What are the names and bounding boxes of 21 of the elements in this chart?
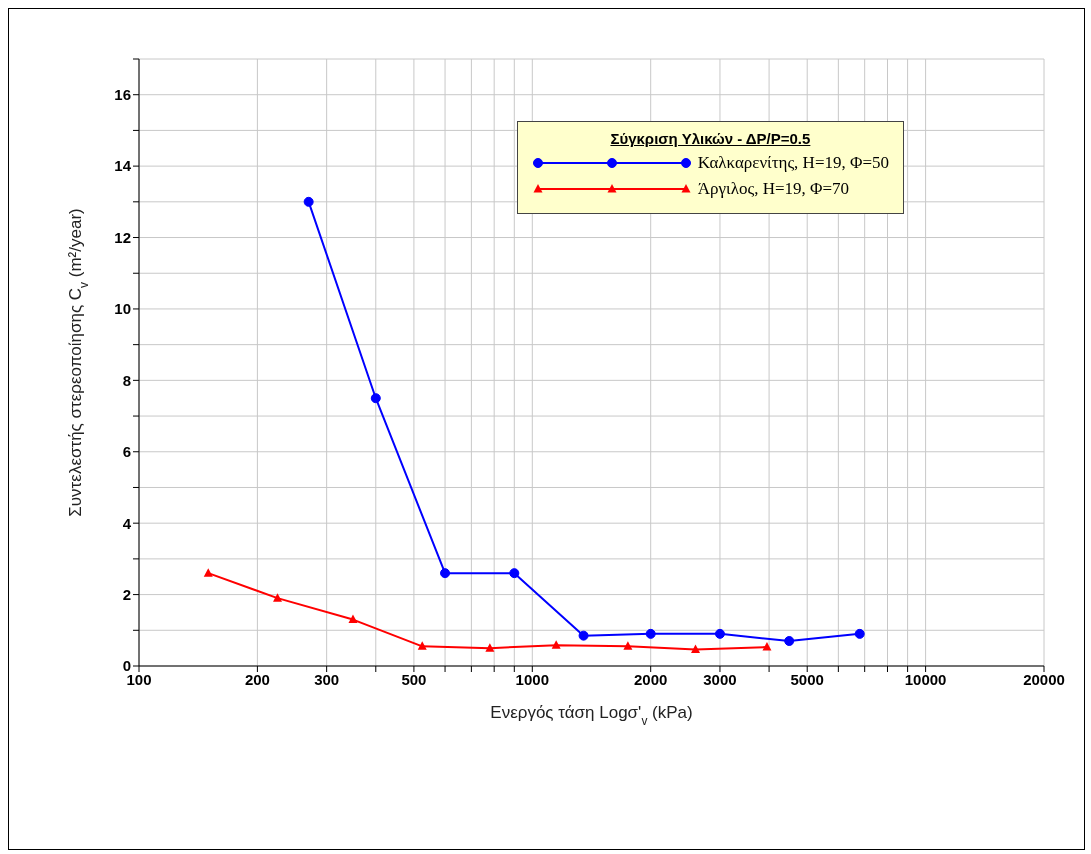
x-axis-title: Ενεργός τάση Logσ'$_{v}$ (kPa) — [490, 703, 693, 728]
legend-label: Άργιλος, Η=19, Φ=70 — [697, 179, 850, 199]
y-tick-label: 2 — [122, 585, 131, 603]
x-tick-label: 5000 — [790, 670, 824, 688]
x-tick-label: 200 — [244, 670, 270, 688]
y-tick-label: 14 — [114, 157, 132, 175]
y-tick-label: 10 — [114, 300, 131, 318]
y-tick-label: 12 — [114, 228, 131, 246]
legend-title: Σύγκριση Υλικών - ΔP/P=0.5 — [609, 130, 812, 147]
y-tick-label: 6 — [122, 443, 131, 461]
y-tick-label: 16 — [114, 86, 131, 104]
x-tick-label: 20000 — [1023, 670, 1065, 688]
x-tick-label: 300 — [314, 670, 340, 688]
y-tick-label: 8 — [122, 371, 131, 389]
x-tick-label: 3000 — [703, 670, 737, 688]
legend-label: Καλκαρενίτης, Η=19, Φ=50 — [697, 153, 889, 173]
x-tick-label: 1000 — [515, 670, 549, 688]
y-tick-label: 4 — [122, 514, 132, 532]
x-tick-label: 2000 — [634, 670, 668, 688]
x-tick-label: 10000 — [904, 670, 947, 688]
x-tick-label: 500 — [401, 670, 427, 688]
